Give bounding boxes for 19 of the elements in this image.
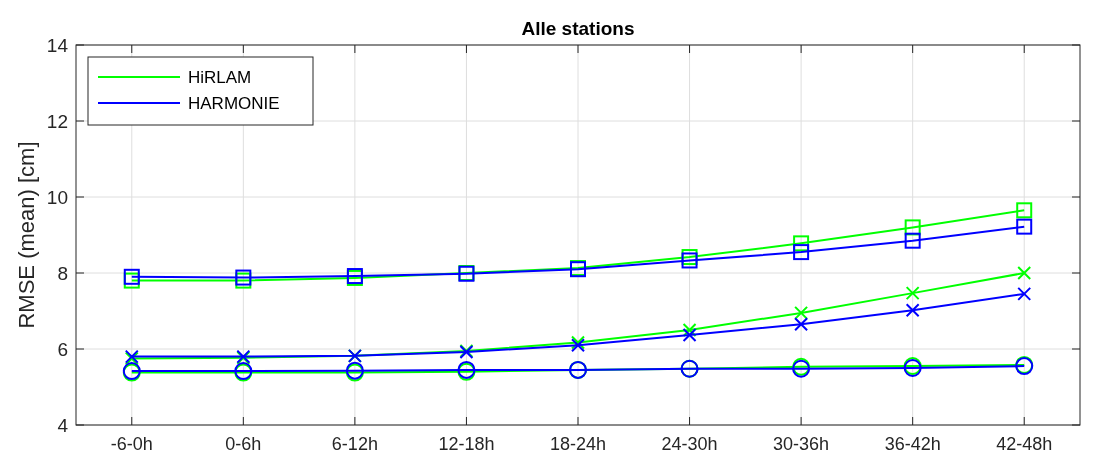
- legend-label: HARMONIE: [188, 93, 280, 113]
- legend-label: HiRLAM: [188, 67, 252, 87]
- y-axis-title: RMSE (mean) [cm]: [14, 141, 39, 329]
- chart-title: Alle stations: [521, 18, 635, 39]
- x-tick-label: -6-0h: [110, 434, 153, 454]
- y-tick-label: 14: [46, 34, 69, 56]
- y-tick-label: 10: [46, 186, 68, 208]
- y-tick-label: 6: [57, 338, 68, 360]
- x-tick-label: 30-36h: [773, 434, 830, 454]
- x-tick-label: 24-30h: [661, 434, 718, 454]
- x-tick-label: 12-18h: [438, 434, 495, 454]
- x-tick-label: 42-48h: [996, 434, 1053, 454]
- x-tick-label: 0-6h: [225, 434, 262, 454]
- y-tick-label: 8: [57, 262, 68, 284]
- x-tick-label: 36-42h: [884, 434, 941, 454]
- x-tick-label: 6-12h: [331, 434, 378, 454]
- y-tick-label: 12: [46, 110, 68, 132]
- x-tick-label: 18-24h: [549, 434, 607, 454]
- y-tick-label: 4: [57, 414, 69, 436]
